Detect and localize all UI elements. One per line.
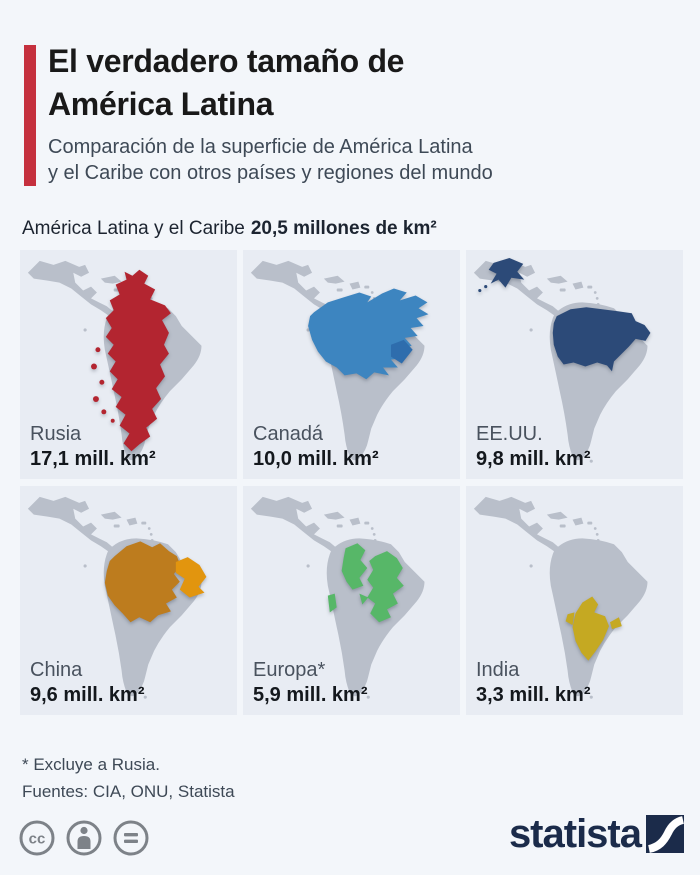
panel-rusia: Rusia 17,1 mill. km² bbox=[20, 250, 237, 479]
country-area: 9,8 mill. km² bbox=[476, 448, 591, 470]
footnote-text: * Excluye a Rusia. bbox=[22, 755, 160, 774]
statista-wordmark: statista bbox=[508, 812, 642, 856]
attribution-icon[interactable] bbox=[64, 818, 104, 858]
panel-china: China 9,6 mill. km² bbox=[20, 486, 237, 715]
subtitle-line-1: Comparación de la superficie de América … bbox=[48, 136, 473, 158]
panel-label-europa: Europa* 5,9 mill. km² bbox=[253, 658, 368, 708]
overlay-canada bbox=[308, 288, 429, 380]
page-title: El verdadero tamaño de América Latina bbox=[48, 40, 404, 126]
subtitle-line-2: y el Caribe con otros países y regiones … bbox=[48, 162, 493, 184]
sources-text: Fuentes: CIA, ONU, Statista bbox=[22, 782, 235, 801]
reference-area-line: América Latina y el Caribe 20,5 millones… bbox=[22, 218, 437, 240]
page-subtitle: Comparación de la superficie de América … bbox=[48, 134, 493, 186]
footnote-block: * Excluye a Rusia. Fuentes: CIA, ONU, St… bbox=[22, 751, 235, 805]
map-india bbox=[473, 496, 648, 699]
map-europa bbox=[250, 496, 425, 699]
country-name: Canadá bbox=[253, 423, 324, 445]
country-name: Europa* bbox=[253, 659, 326, 681]
map-china bbox=[27, 496, 207, 699]
cc-license-badges[interactable]: cc bbox=[17, 818, 151, 858]
overlay-china bbox=[104, 541, 207, 623]
title-line-2: América Latina bbox=[48, 86, 274, 122]
statista-logo[interactable]: statista bbox=[509, 812, 684, 856]
accent-bar bbox=[24, 45, 36, 186]
country-area: 17,1 mill. km² bbox=[30, 448, 156, 470]
overlay-eeuu bbox=[478, 257, 651, 372]
panel-label-canada: Canadá 10,0 mill. km² bbox=[253, 422, 379, 472]
panel-india: India 3,3 mill. km² bbox=[466, 486, 683, 715]
panel-label-india: India 3,3 mill. km² bbox=[476, 658, 591, 708]
map-rusia bbox=[27, 260, 202, 463]
title-line-1: El verdadero tamaño de bbox=[48, 43, 405, 79]
statista-logo-mark bbox=[646, 815, 684, 853]
panel-label-eeuu: EE.UU. 9,8 mill. km² bbox=[476, 422, 591, 472]
country-name: China bbox=[30, 659, 83, 681]
country-name: India bbox=[476, 659, 520, 681]
equals-icon[interactable] bbox=[111, 818, 151, 858]
reference-area-value: 20,5 millones de km² bbox=[250, 218, 437, 239]
overlay-india bbox=[565, 596, 622, 661]
country-area: 5,9 mill. km² bbox=[253, 684, 368, 706]
map-canada bbox=[250, 260, 429, 463]
overlay-rusia bbox=[91, 269, 171, 452]
country-name: Rusia bbox=[30, 423, 82, 445]
reference-area-label: América Latina y el Caribe bbox=[22, 218, 245, 239]
country-area: 9,6 mill. km² bbox=[30, 684, 145, 706]
svg-text:cc: cc bbox=[29, 831, 46, 848]
overlay-europa bbox=[327, 543, 404, 623]
cc-icon[interactable]: cc bbox=[17, 818, 57, 858]
country-name: EE.UU. bbox=[476, 423, 543, 445]
panel-eeuu: EE.UU. 9,8 mill. km² bbox=[466, 250, 683, 479]
panel-label-rusia: Rusia 17,1 mill. km² bbox=[30, 422, 156, 472]
panel-label-china: China 9,6 mill. km² bbox=[30, 658, 145, 708]
panel-europa: Europa* 5,9 mill. km² bbox=[243, 486, 460, 715]
panel-canada: Canadá 10,0 mill. km² bbox=[243, 250, 460, 479]
country-area: 10,0 mill. km² bbox=[253, 448, 379, 470]
map-eeuu bbox=[473, 257, 651, 463]
country-area: 3,3 mill. km² bbox=[476, 684, 591, 706]
